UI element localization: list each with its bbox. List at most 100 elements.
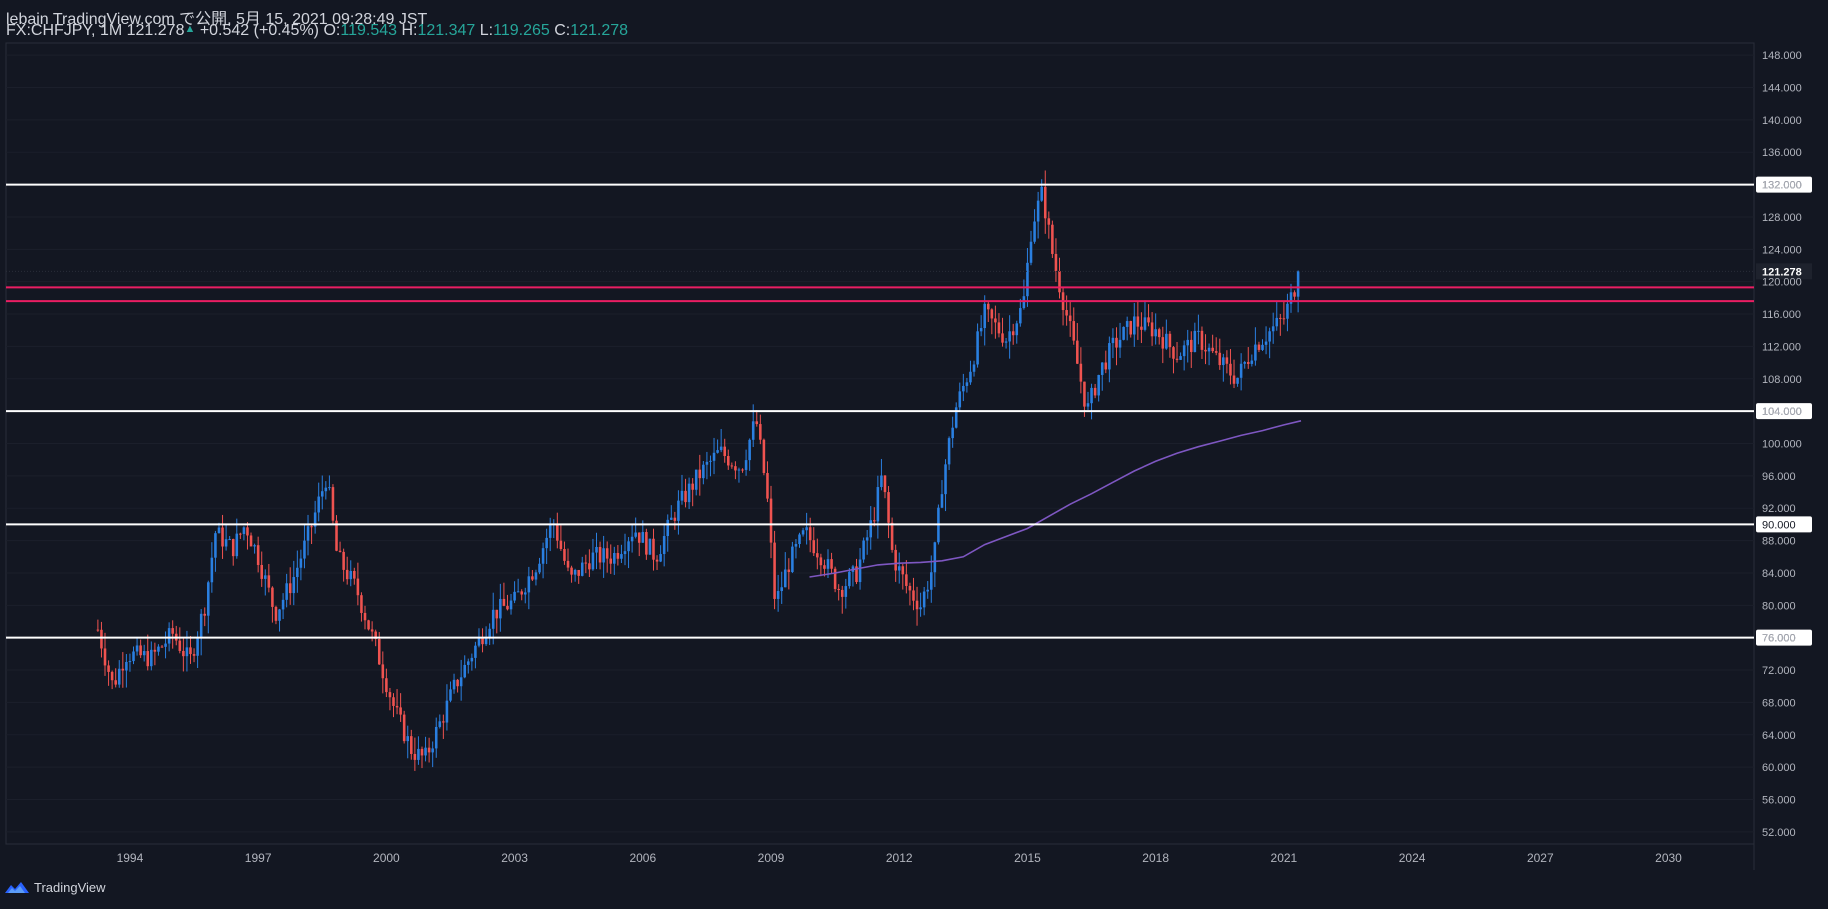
- candle-body[interactable]: [609, 558, 613, 564]
- candle-body[interactable]: [1129, 321, 1133, 335]
- candle-body[interactable]: [463, 664, 467, 678]
- candle-body[interactable]: [630, 536, 634, 542]
- candle-body[interactable]: [324, 487, 328, 492]
- candle-body[interactable]: [577, 569, 580, 576]
- candle-body[interactable]: [559, 540, 563, 550]
- candle-body[interactable]: [523, 592, 527, 595]
- candle-body[interactable]: [1296, 271, 1300, 297]
- candle-body[interactable]: [1072, 321, 1076, 341]
- candle-body[interactable]: [1040, 186, 1043, 201]
- candle-body[interactable]: [691, 483, 694, 490]
- candle-body[interactable]: [602, 548, 605, 563]
- candle-body[interactable]: [1254, 344, 1257, 361]
- candle-body[interactable]: [855, 566, 858, 583]
- candle-body[interactable]: [645, 532, 648, 555]
- candle-body[interactable]: [1186, 339, 1189, 346]
- candle-body[interactable]: [310, 526, 313, 528]
- candle-body[interactable]: [516, 591, 520, 593]
- candle-body[interactable]: [313, 512, 317, 527]
- candle-body[interactable]: [954, 407, 958, 428]
- candle-body[interactable]: [267, 575, 271, 588]
- candle-body[interactable]: [1279, 317, 1282, 319]
- candle-body[interactable]: [353, 570, 356, 579]
- price-axis[interactable]: 52.000 56.000 60.000 64.000 68.000 72.000 76.0…: [1762, 50, 1802, 839]
- candle-body[interactable]: [830, 559, 833, 569]
- candle-body[interactable]: [317, 496, 320, 513]
- candle-body[interactable]: [338, 550, 342, 552]
- candle-body[interactable]: [477, 636, 481, 646]
- candle-body[interactable]: [410, 736, 413, 754]
- candle-body[interactable]: [1271, 326, 1275, 332]
- candle-body[interactable]: [442, 721, 445, 723]
- candle-body[interactable]: [1250, 360, 1254, 364]
- candle-body[interactable]: [573, 569, 577, 575]
- candle-body[interactable]: [648, 538, 652, 555]
- candle-body[interactable]: [969, 371, 972, 383]
- candle-body[interactable]: [1286, 303, 1289, 319]
- candle-body[interactable]: [520, 591, 523, 595]
- candle-body[interactable]: [808, 527, 812, 541]
- candle-body[interactable]: [919, 607, 922, 610]
- candle-body[interactable]: [580, 562, 584, 576]
- candle-body[interactable]: [395, 705, 399, 708]
- candle-body[interactable]: [1115, 337, 1118, 348]
- candle-body[interactable]: [1282, 318, 1286, 320]
- candle-body[interactable]: [509, 600, 513, 610]
- candle-body[interactable]: [659, 554, 662, 562]
- candle-body[interactable]: [449, 689, 452, 701]
- candle-body[interactable]: [1293, 292, 1296, 297]
- candle-body[interactable]: [217, 527, 221, 534]
- candle-body[interactable]: [641, 532, 645, 543]
- candle-body[interactable]: [306, 526, 310, 541]
- candle-body[interactable]: [994, 318, 997, 323]
- candle-body[interactable]: [769, 498, 773, 543]
- candle-body[interactable]: [816, 553, 819, 558]
- candle-body[interactable]: [865, 537, 869, 541]
- candle-body[interactable]: [787, 569, 791, 573]
- candle-body[interactable]: [698, 469, 702, 479]
- candle-body[interactable]: [1054, 253, 1058, 272]
- candle-body[interactable]: [823, 565, 826, 569]
- candle-body[interactable]: [363, 612, 367, 621]
- candle-body[interactable]: [783, 569, 787, 588]
- candle-body[interactable]: [100, 629, 103, 649]
- candle-body[interactable]: [655, 559, 659, 562]
- candle-body[interactable]: [556, 523, 559, 541]
- candle-body[interactable]: [1193, 330, 1197, 353]
- candle-body[interactable]: [940, 494, 944, 508]
- candle-body[interactable]: [876, 487, 880, 522]
- candle-body[interactable]: [506, 605, 509, 610]
- candle-body[interactable]: [235, 533, 239, 557]
- candle-body[interactable]: [908, 585, 912, 591]
- tradingview-brand[interactable]: TradingView: [4, 880, 106, 895]
- candle-body[interactable]: [1133, 316, 1136, 335]
- candle-body[interactable]: [933, 542, 937, 573]
- candle-body[interactable]: [958, 391, 962, 408]
- candle-body[interactable]: [370, 629, 374, 632]
- candle-body[interactable]: [495, 609, 499, 619]
- candle-body[interactable]: [819, 557, 823, 566]
- candle-body[interactable]: [862, 540, 865, 560]
- candle-body[interactable]: [905, 574, 908, 586]
- candle-body[interactable]: [591, 552, 595, 570]
- candle-body[interactable]: [1275, 317, 1279, 327]
- candle-body[interactable]: [1011, 331, 1015, 336]
- candle-body[interactable]: [427, 747, 431, 753]
- candle-body[interactable]: [424, 747, 427, 756]
- candle-body[interactable]: [1179, 356, 1182, 360]
- candle-body[interactable]: [413, 753, 417, 760]
- candle-body[interactable]: [1100, 362, 1104, 375]
- candle-body[interactable]: [1222, 357, 1225, 366]
- candle-body[interactable]: [673, 517, 677, 521]
- candle-body[interactable]: [292, 577, 296, 594]
- candle-body[interactable]: [420, 748, 424, 756]
- candle-body[interactable]: [1065, 310, 1068, 316]
- candle-body[interactable]: [303, 540, 306, 559]
- candle-body[interactable]: [751, 421, 755, 440]
- candle-body[interactable]: [1147, 317, 1150, 323]
- candle-body[interactable]: [146, 651, 150, 667]
- candle-body[interactable]: [755, 421, 759, 425]
- candle-body[interactable]: [1264, 341, 1268, 345]
- candle-body[interactable]: [142, 651, 146, 656]
- candle-body[interactable]: [694, 469, 698, 490]
